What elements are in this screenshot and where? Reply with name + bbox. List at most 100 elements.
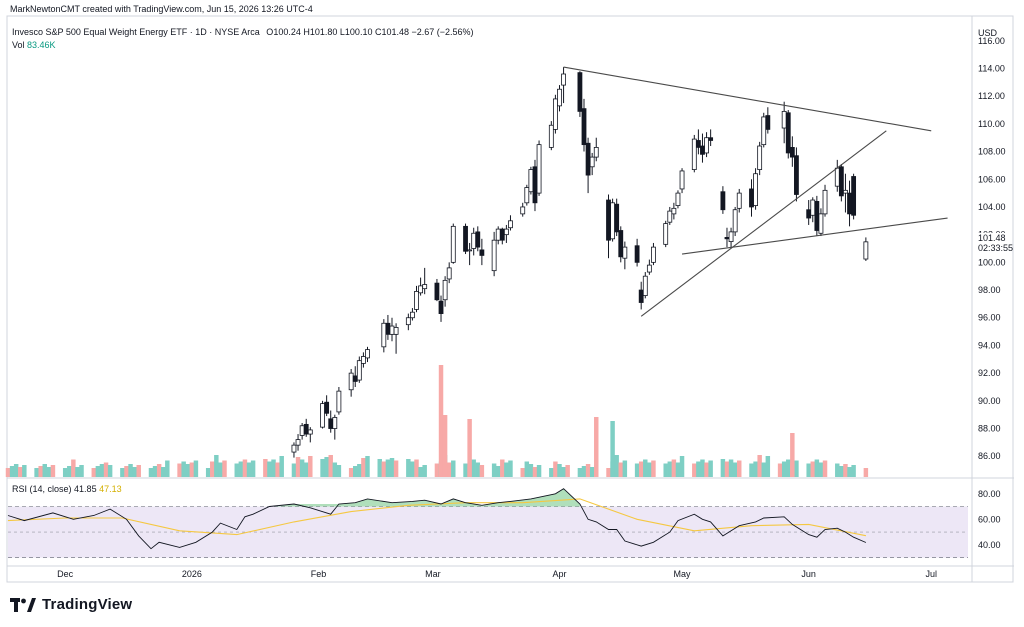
- tradingview-logo[interactable]: TradingView: [10, 596, 132, 613]
- trendline: [640, 130, 887, 317]
- candle-body: [295, 439, 301, 446]
- candle-body: [303, 423, 309, 435]
- price-tick-label: 116.00: [978, 36, 1005, 46]
- volume-bar: [696, 461, 701, 477]
- candle-body: [557, 88, 562, 107]
- volume-bar-spike: [594, 417, 599, 477]
- candle-body: [548, 124, 554, 148]
- candle: [814, 195, 820, 237]
- volume-bar-spike: [467, 419, 472, 477]
- volume-bar: [324, 457, 329, 477]
- candle: [789, 136, 795, 167]
- candle-body: [822, 189, 828, 215]
- candle: [548, 121, 554, 151]
- candle-body: [614, 203, 620, 233]
- candle-body: [422, 284, 428, 290]
- candle: [638, 281, 644, 310]
- volume-bar: [618, 462, 623, 477]
- volume-bar-spike: [790, 433, 795, 477]
- volume-bar: [614, 455, 619, 477]
- price-tick-label: 100.00: [978, 257, 1006, 267]
- candle: [736, 188, 742, 213]
- volume-bar: [132, 467, 137, 477]
- candle-body: [414, 291, 419, 310]
- candle: [589, 152, 595, 176]
- candle-body: [679, 170, 685, 190]
- candle-body: [532, 166, 538, 204]
- last-price-label: 101.48: [978, 233, 1006, 243]
- ohlc-low-label: L: [339, 27, 345, 37]
- volume-bar: [393, 460, 399, 477]
- candle: [671, 202, 677, 220]
- ohlc-high: 101.80: [309, 27, 338, 37]
- candle: [822, 184, 828, 217]
- candle: [422, 267, 428, 295]
- candle-body: [561, 73, 566, 86]
- volume-bar: [810, 461, 815, 477]
- candle: [508, 215, 513, 231]
- tradingview-wordmark: TradingView: [42, 596, 133, 613]
- volume-bar: [161, 467, 166, 477]
- candle: [679, 168, 685, 194]
- candle: [320, 400, 325, 429]
- volume-bar: [651, 460, 656, 477]
- candle-body: [671, 207, 677, 215]
- volume-bar: [148, 468, 154, 477]
- volume-bar: [647, 462, 652, 477]
- volume-bar: [463, 463, 468, 477]
- volume-label: Vol: [12, 40, 25, 50]
- time-tick-label: Mar: [425, 569, 441, 579]
- volume-bar: [728, 459, 734, 477]
- chart-frame: [6, 15, 1014, 583]
- ohlc-change: −2.67 (−2.56%): [411, 27, 474, 37]
- volume-bar: [794, 460, 799, 477]
- volume-bar: [299, 459, 305, 477]
- volume-bar: [700, 459, 705, 477]
- candle-body: [814, 201, 820, 231]
- volume-bar: [549, 468, 554, 477]
- volume-bar: [422, 465, 427, 477]
- candle-body: [336, 390, 342, 413]
- candle: [704, 132, 709, 158]
- candle-body: [732, 209, 738, 233]
- candle-body: [757, 145, 763, 170]
- candle-body: [704, 137, 709, 154]
- candle: [863, 237, 869, 261]
- volume-bar: [381, 461, 387, 477]
- ohlc-close: 101.48: [381, 27, 409, 37]
- volume-bar: [724, 461, 730, 477]
- rsi-overbought-fill: [269, 488, 580, 507]
- candle: [695, 129, 701, 155]
- candle-body: [581, 108, 587, 146]
- volume-bar: [389, 458, 395, 477]
- candle-body: [634, 245, 640, 263]
- candle-body: [818, 213, 824, 234]
- candle-body: [491, 239, 497, 272]
- symbol-name: Invesco S&P 500 Equal Weight Energy ETF …: [12, 27, 260, 37]
- candle: [634, 238, 640, 267]
- volume-bar: [365, 456, 370, 477]
- price-tick-label: 94.00: [978, 340, 1001, 350]
- volume-bar: [863, 468, 869, 477]
- candle: [663, 220, 669, 248]
- volume-bar: [246, 462, 252, 477]
- volume-bar: [406, 459, 411, 477]
- candle-body: [618, 230, 624, 258]
- candle-body: [638, 289, 644, 303]
- candle: [463, 223, 468, 255]
- volume-bar: [9, 466, 15, 477]
- volume-bar: [357, 464, 362, 477]
- candle: [757, 141, 763, 176]
- candle: [414, 285, 419, 313]
- candle: [838, 164, 844, 202]
- candle-body: [736, 192, 742, 209]
- candle: [557, 85, 562, 112]
- volume-bar: [22, 465, 27, 477]
- volume-bar: [71, 459, 76, 477]
- ohlc-low: 100.10: [344, 27, 373, 37]
- candle-body: [320, 403, 325, 428]
- candle-body: [728, 231, 734, 242]
- volume-bar: [13, 464, 19, 477]
- candle-body: [851, 176, 857, 216]
